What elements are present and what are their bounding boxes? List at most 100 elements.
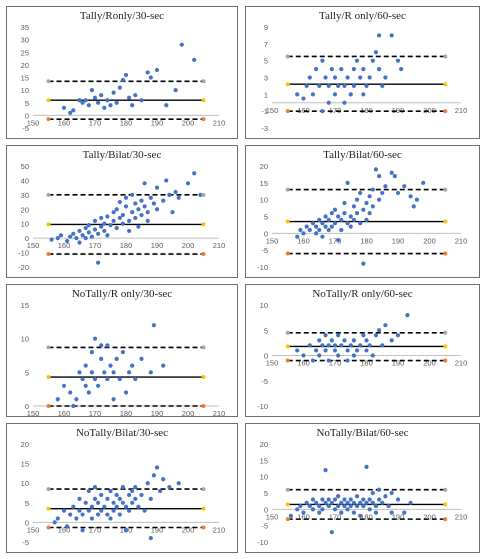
data-point	[120, 221, 125, 226]
lower-loa-marker	[285, 358, 290, 363]
bias-marker	[46, 222, 51, 227]
data-point	[133, 496, 138, 501]
bias-marker	[201, 222, 206, 227]
y-tick-label: 30	[21, 36, 29, 45]
y-tick-label: -3	[261, 124, 268, 133]
data-point	[148, 75, 153, 80]
lower-loa-marker	[201, 404, 206, 408]
data-point	[139, 356, 144, 361]
data-point	[310, 497, 316, 502]
data-point	[89, 516, 94, 521]
data-point	[361, 261, 366, 266]
data-point	[71, 231, 76, 236]
y-tick-label: -5	[261, 377, 268, 386]
data-point	[108, 223, 113, 228]
data-point	[358, 513, 363, 518]
data-point	[364, 348, 369, 353]
data-point	[354, 494, 360, 499]
x-tick-label: 210	[455, 359, 468, 368]
data-point	[326, 227, 331, 233]
data-point	[351, 500, 356, 505]
data-point	[117, 85, 122, 90]
x-tick-label: 160	[297, 512, 310, 521]
data-point	[65, 524, 70, 529]
data-point	[389, 510, 394, 515]
y-tick-label: 50	[21, 162, 29, 171]
data-point	[77, 496, 82, 501]
data-point	[142, 204, 147, 209]
x-tick-label: 170	[89, 241, 102, 250]
data-point	[342, 338, 347, 343]
data-point	[111, 370, 116, 375]
x-tick-label: 160	[297, 236, 310, 245]
y-tick-label: 10	[21, 86, 29, 95]
data-point	[320, 221, 325, 226]
data-point	[55, 397, 60, 402]
data-point	[402, 184, 407, 189]
data-point	[361, 66, 366, 72]
data-point	[326, 503, 331, 509]
data-point	[320, 58, 325, 63]
data-point	[179, 42, 184, 47]
data-point	[364, 200, 369, 206]
data-point	[192, 171, 197, 176]
y-tick-label: 0	[264, 352, 268, 361]
data-point	[176, 195, 181, 200]
x-tick-label: 150	[266, 236, 279, 245]
y-tick-label: 5	[264, 213, 268, 222]
data-point	[173, 189, 178, 195]
data-point	[301, 231, 306, 236]
data-point	[345, 348, 350, 353]
x-tick-label: 210	[213, 525, 226, 534]
chart-panel-8: NoTally/Bilat/60-sec -10 -5 0 5 10 15 20 150 160 1…	[245, 423, 480, 553]
data-point	[77, 228, 82, 234]
data-point	[329, 211, 334, 216]
chart-title: NoTally/Bilat/30-sec	[75, 427, 169, 439]
data-point	[364, 464, 369, 469]
chart-title: NoTally/R only/30-sec	[71, 288, 173, 300]
data-point	[164, 178, 169, 183]
upper-loa-marker	[443, 187, 448, 192]
data-point	[358, 190, 363, 196]
data-point	[348, 224, 353, 229]
data-point	[105, 512, 110, 517]
chart-panel-3: Tally/Bilat/30-sec -20 -10 0 10 20 30 40 50 150 16…	[6, 145, 238, 278]
data-point	[83, 236, 88, 241]
data-point	[92, 336, 98, 341]
data-point	[136, 207, 141, 212]
scatter-plot: -3 -1 1 3 5 7 9 150 160 170 180 190 200 210	[261, 23, 467, 133]
y-tick-label: 25	[21, 48, 29, 57]
data-point	[317, 338, 322, 343]
data-point	[377, 174, 382, 179]
data-point	[80, 376, 85, 382]
data-point	[389, 33, 394, 38]
x-tick-label: 190	[392, 106, 405, 115]
data-point	[421, 180, 426, 185]
x-tick-label: 190	[151, 118, 164, 127]
data-point	[310, 221, 316, 226]
lower-loa-marker	[46, 525, 51, 530]
x-tick-label: 180	[360, 236, 373, 245]
y-tick-label: -5	[261, 522, 268, 531]
lower-loa-marker	[46, 117, 51, 122]
data-point	[123, 504, 129, 509]
data-point	[380, 343, 385, 348]
data-point	[154, 67, 160, 73]
x-tick-label: 150	[27, 241, 40, 250]
chart-title: NoTally/R only/60-sec	[312, 288, 413, 300]
data-point	[364, 500, 369, 505]
lower-loa-marker	[201, 525, 206, 530]
data-point	[332, 207, 338, 212]
data-point	[154, 465, 160, 470]
data-point	[71, 108, 76, 113]
data-point	[127, 370, 132, 375]
data-point	[105, 233, 110, 238]
chart-panel-6: NoTally/R only/60-sec -10 -5 0 5 10 150 160 170 1…	[245, 284, 480, 417]
data-point	[377, 497, 382, 502]
data-point	[123, 195, 129, 200]
data-point	[348, 503, 353, 509]
data-point	[307, 75, 312, 80]
y-tick-label: 15	[21, 74, 29, 83]
scatter-plot: -10 -5 0 5 10 15 20 150 160 170 180 190 200 210	[257, 162, 467, 272]
data-point	[351, 66, 356, 72]
